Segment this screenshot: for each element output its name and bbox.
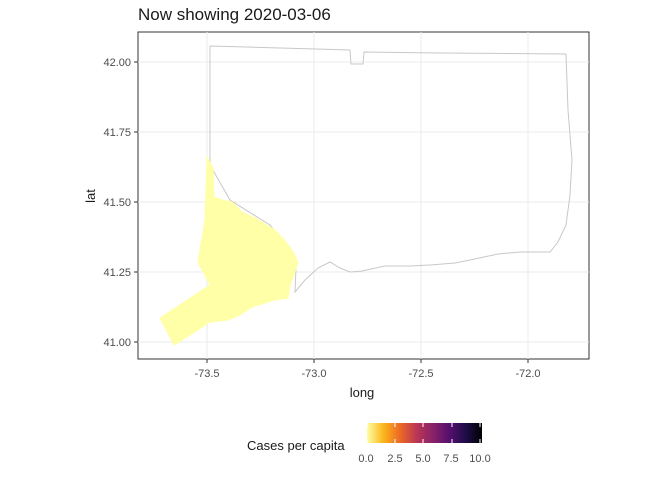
y-tick-label: 42.00 <box>103 57 131 69</box>
legend-tick-label: 0.0 <box>358 453 373 465</box>
x-tick-labels: -73.5 -73.0 -72.5 -72.0 <box>194 368 540 380</box>
legend-tick-labels: 0.0 2.5 5.0 7.5 10.0 <box>358 453 490 465</box>
legend-colorbar <box>367 423 482 443</box>
y-tick-label: 41.25 <box>103 267 131 279</box>
y-tick-label: 41.50 <box>103 197 131 209</box>
legend-ticks <box>366 423 481 443</box>
legend-title: Cases per capita <box>247 438 345 453</box>
y-axis-label: lat <box>83 189 98 203</box>
x-tick-label: -72.5 <box>408 368 433 380</box>
x-axis-label: long <box>350 385 375 400</box>
y-tick-label: 41.75 <box>103 127 131 139</box>
grid <box>138 32 589 359</box>
state-outline <box>209 45 573 294</box>
legend-tick-label: 10.0 <box>469 453 490 465</box>
x-tick-label: -73.0 <box>301 368 326 380</box>
highlighted-county[interactable] <box>159 155 299 346</box>
legend-tick-label: 5.0 <box>415 453 430 465</box>
x-tick-label: -73.5 <box>194 368 219 380</box>
x-tick-label: -72.0 <box>515 368 540 380</box>
x-ticks <box>206 359 529 363</box>
legend-tick-label: 2.5 <box>387 453 402 465</box>
legend-tick-label: 7.5 <box>443 453 458 465</box>
y-ticks <box>134 61 138 343</box>
y-tick-labels: 41.00 41.25 41.50 41.75 42.00 <box>103 57 131 349</box>
plot-title: Now showing 2020-03-06 <box>138 5 331 24</box>
y-tick-label: 41.00 <box>103 337 131 349</box>
